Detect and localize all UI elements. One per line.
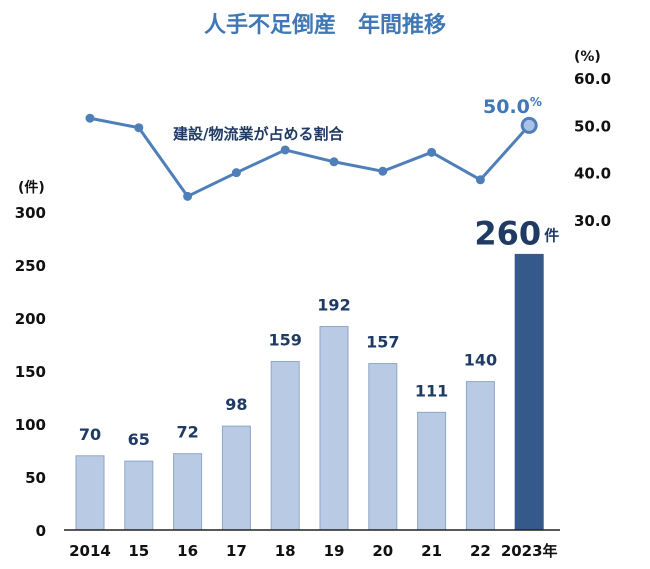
bar-value-label: 140 xyxy=(464,351,497,370)
line-point xyxy=(280,145,290,155)
x-tick-label: 20 xyxy=(372,542,393,560)
rate-highlight-unit: % xyxy=(530,95,542,109)
bar-value-label: 159 xyxy=(268,330,301,349)
line-point xyxy=(183,191,193,201)
left-tick-label: 100 xyxy=(15,416,46,434)
right-axis-ticks: 30.0 40.0 50.0 60.0 xyxy=(574,70,611,230)
line-point xyxy=(520,116,538,134)
bar xyxy=(270,360,300,531)
chart-title: 人手不足倒産 年間推移 xyxy=(204,12,446,38)
bar-value-label: 65 xyxy=(128,430,150,449)
bar xyxy=(75,455,105,531)
bar xyxy=(319,325,349,531)
x-tick-label: 2014 xyxy=(69,542,111,560)
line-point xyxy=(85,113,95,123)
bar xyxy=(368,363,398,531)
bar xyxy=(465,381,495,531)
left-tick-label: 200 xyxy=(15,310,46,328)
bar-value-label: 111 xyxy=(415,381,448,400)
left-tick-label: 50 xyxy=(25,469,46,487)
x-tick-label: 22 xyxy=(470,542,491,560)
right-tick-label: 40.0 xyxy=(574,165,611,183)
bar xyxy=(124,460,154,531)
line-point xyxy=(329,157,339,167)
bar-value-label: 72 xyxy=(176,423,198,442)
bar xyxy=(173,453,203,531)
x-tick-label: 17 xyxy=(226,542,247,560)
bar-highlight-label: 260 xyxy=(474,214,541,252)
left-tick-label: 300 xyxy=(15,204,46,222)
line-point xyxy=(475,175,485,185)
rate-highlight-value: 50.0 xyxy=(483,96,530,118)
line-series xyxy=(85,113,538,201)
right-axis-unit: (%) xyxy=(574,49,601,65)
x-tick-label: 21 xyxy=(421,542,442,560)
bar-highlight-value: 260 xyxy=(474,214,541,252)
bar-value-label: 70 xyxy=(79,425,101,444)
left-axis-unit: (件) xyxy=(18,179,45,196)
bar-value-label: 192 xyxy=(317,295,350,314)
line-point xyxy=(134,123,144,133)
bar xyxy=(514,253,544,531)
line-path xyxy=(89,116,531,198)
left-tick-label: 250 xyxy=(15,257,46,275)
x-tick-label: 18 xyxy=(275,542,296,560)
left-tick-label: 0 xyxy=(36,522,46,540)
bars xyxy=(75,253,544,531)
rate-highlight-label: 50.0% xyxy=(483,95,542,118)
right-tick-label: 50.0 xyxy=(574,117,611,135)
x-tick-label: 16 xyxy=(177,542,198,560)
line-point xyxy=(378,166,388,176)
bar-value-label: 98 xyxy=(225,395,247,414)
x-axis-labels: 2014 15 16 17 18 19 20 21 22 2023年 xyxy=(69,542,557,560)
bar xyxy=(221,425,251,531)
line-point xyxy=(231,168,241,178)
bar-highlight-unit: 件 xyxy=(544,226,559,244)
right-tick-label: 30.0 xyxy=(574,212,611,230)
left-tick-label: 150 xyxy=(15,363,46,381)
x-tick-label: 15 xyxy=(128,542,149,560)
right-tick-label: 60.0 xyxy=(574,70,611,88)
line-point xyxy=(427,147,437,157)
bar-value-labels: 70 65 72 98 159 192 157 111 140 260 件 xyxy=(79,214,559,449)
bar xyxy=(417,411,447,531)
x-tick-label: 2023年 xyxy=(501,542,558,560)
x-tick-label: 19 xyxy=(324,542,345,560)
left-axis-ticks: 0 50 100 150 200 250 300 xyxy=(15,204,46,540)
bar-value-label: 157 xyxy=(366,333,399,352)
line-series-label: 建設/物流業が占める割合 xyxy=(173,125,344,143)
